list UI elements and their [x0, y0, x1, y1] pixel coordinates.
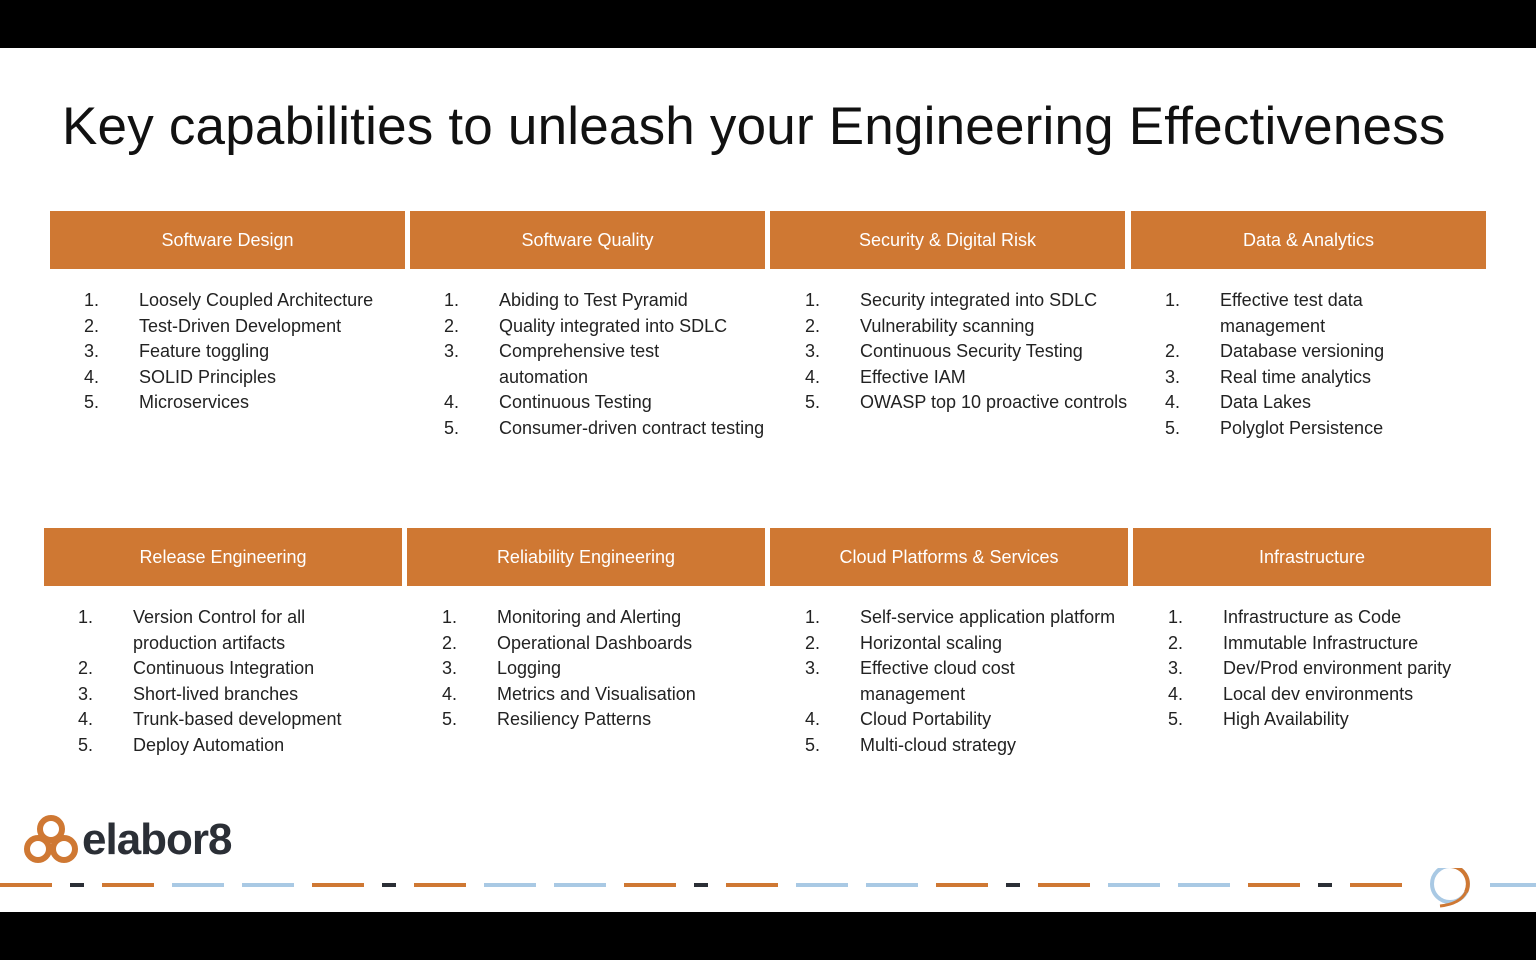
- list-item: 5. Polyglot Persistence: [1165, 417, 1384, 438]
- dash-segment: [242, 883, 294, 887]
- dash-segment: [866, 883, 918, 887]
- dash-segment: [936, 883, 988, 887]
- list-item: 3. Real time analytics: [1165, 366, 1372, 387]
- dash-segment: [1248, 883, 1300, 887]
- dash-segment: [382, 883, 396, 887]
- list-item: 4. Effective IAM: [805, 366, 966, 387]
- dash-segment: [1178, 883, 1230, 887]
- list-item: 2. Vulnerability scanning: [805, 315, 1035, 336]
- list-item: 2. Horizontal scaling: [805, 632, 1003, 653]
- dash-segment: [554, 883, 606, 887]
- list-item: 1. Version Control for all production art…: [78, 607, 306, 653]
- list-item: 3. Short-lived branches: [78, 683, 299, 704]
- list-item: 4. Trunk-based development: [78, 709, 342, 730]
- list-item: 5. Consumer-driven contract testing: [444, 417, 765, 438]
- list-item: 1. Infrastructure as Code: [1168, 607, 1402, 627]
- list-item: 5. Multi-cloud strategy: [805, 734, 1017, 755]
- dash-segment: [726, 883, 778, 887]
- slide: Key capabilities to unleash your Enginee…: [0, 48, 1536, 912]
- dash-segment: [1490, 883, 1536, 887]
- dash-segment: [1038, 883, 1090, 887]
- list-item: 4. SOLID Principles: [84, 366, 277, 387]
- list-item: 2. Database versioning: [1165, 341, 1385, 362]
- list-item: 2. Test-Driven Development: [84, 315, 342, 336]
- list-item: 4. Cloud Portability: [805, 709, 992, 730]
- list-item: 2. Continuous Integration: [78, 658, 315, 679]
- list-item: 3. Dev/Prod environment parity: [1168, 658, 1452, 679]
- dash-segment: [1350, 883, 1402, 887]
- list-item: 4. Local dev environments: [1168, 683, 1414, 704]
- list-item: 5. High Availability: [1168, 709, 1349, 730]
- list-item: 2. Operational Dashboards: [442, 632, 693, 653]
- dash-segment: [312, 883, 364, 887]
- list-release-engineering: 1. Version Control for all production art…: [78, 605, 403, 759]
- list-software-quality: 1. Abiding to Test Pyramid 2. Quality inte…: [444, 288, 764, 442]
- list-security-digital-risk: 1. Security integrated into SDLC 2. Vulner…: [805, 288, 1127, 416]
- card-header-cloud-platforms-services: Cloud Platforms & Services: [770, 528, 1128, 586]
- list-item: 5. Deploy Automation: [78, 734, 285, 755]
- list-item: 5. Microservices: [84, 392, 250, 413]
- list-item: 1. Loosely Coupled Architecture: [84, 290, 374, 310]
- dash-segment: [414, 883, 466, 887]
- card-header-software-quality: Software Quality: [410, 211, 765, 269]
- dash-segment: [484, 883, 536, 887]
- brand-wordmark: elabor8: [82, 815, 233, 864]
- dash-segment: [1108, 883, 1160, 887]
- card-header-security-digital-risk: Security & Digital Risk: [770, 211, 1125, 269]
- list-item: 4. Metrics and Visualisation: [442, 683, 696, 704]
- dash-segment: [624, 883, 676, 887]
- dash-segment: [694, 883, 708, 887]
- list-item: 3. Comprehensive test automation: [444, 341, 660, 387]
- list-item: 2. Immutable Infrastructure: [1168, 632, 1419, 653]
- list-item: 4. Data Lakes: [1165, 392, 1312, 413]
- list-item: 5. Resiliency Patterns: [442, 709, 652, 730]
- list-data-analytics: 1. Effective test data management 2. Datab…: [1165, 288, 1485, 442]
- list-item: 3. Continuous Security Testing: [805, 341, 1083, 362]
- dash-segment: [1006, 883, 1020, 887]
- card-header-reliability-engineering: Reliability Engineering: [407, 528, 765, 586]
- dash-segment: [70, 883, 84, 887]
- decorative-dashed-line: [0, 868, 1536, 908]
- list-item: 1. Abiding to Test Pyramid: [444, 290, 688, 310]
- list-item: 3. Effective cloud cost management: [805, 658, 1015, 704]
- list-cloud-platforms-services: 1. Self-service application platform 2. Ho…: [805, 605, 1125, 759]
- brand-logo: elabor8: [24, 812, 264, 872]
- dash-segment: [102, 883, 154, 887]
- list-software-design: 1. Loosely Coupled Architecture 2. Test-Dr…: [84, 288, 404, 416]
- list-item: 4. Continuous Testing: [444, 392, 652, 413]
- list-reliability-engineering: 1. Monitoring and Alerting 2. Operational …: [442, 605, 762, 733]
- dash-segment: [0, 883, 52, 887]
- list-item: 2. Quality integrated into SDLC: [444, 315, 728, 336]
- card-header-data-analytics: Data & Analytics: [1131, 211, 1486, 269]
- list-infrastructure: 1. Infrastructure as Code 2. Immutable Inf…: [1168, 605, 1498, 733]
- card-header-software-design: Software Design: [50, 211, 405, 269]
- list-item: 3. Logging: [442, 658, 562, 679]
- dash-segment: [172, 883, 224, 887]
- list-item: 1. Monitoring and Alerting: [442, 607, 682, 627]
- ring-accent-arc: [1449, 868, 1470, 893]
- dash-segment: [796, 883, 848, 887]
- list-item: 1. Effective test data management: [1165, 290, 1363, 336]
- list-item: 5. OWASP top 10 proactive controls: [805, 392, 1128, 413]
- list-item: 1. Security integrated into SDLC: [805, 290, 1098, 310]
- list-item: 1. Self-service application platform: [805, 607, 1116, 627]
- ring-tail: [1439, 891, 1468, 908]
- card-header-infrastructure: Infrastructure: [1133, 528, 1491, 586]
- dash-segment: [1318, 883, 1332, 887]
- card-header-release-engineering: Release Engineering: [44, 528, 402, 586]
- list-item: 3. Feature toggling: [84, 341, 270, 362]
- slide-title: Key capabilities to unleash your Enginee…: [62, 97, 1446, 156]
- three-rings-logo-icon: [24, 815, 78, 863]
